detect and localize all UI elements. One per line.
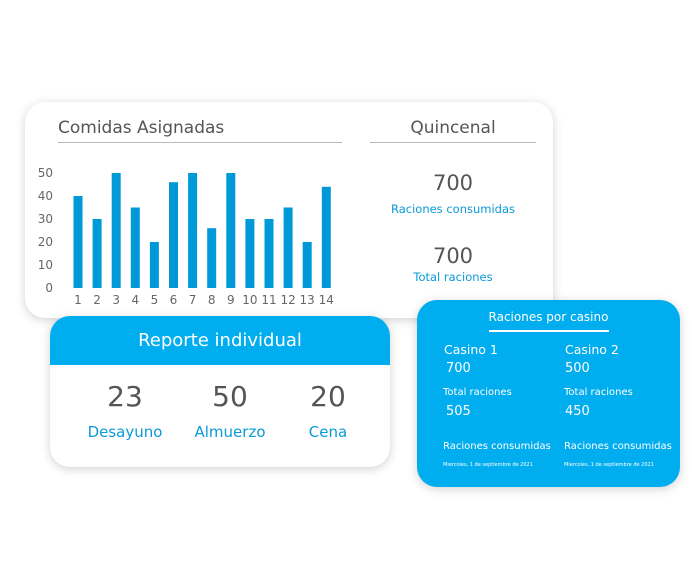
x-tick-label: 9 bbox=[227, 293, 235, 307]
casino2-total-label: Total raciones bbox=[564, 387, 633, 398]
stat-label: Desayuno bbox=[87, 423, 163, 441]
quincenal-title: Quincenal bbox=[410, 118, 496, 138]
comidas-card: Comidas Asignadas Quincenal 700 Raciones… bbox=[25, 102, 553, 318]
almuerzo-stat: 50 Almuerzo bbox=[175, 380, 285, 441]
casino2-value: 500 bbox=[565, 361, 590, 376]
x-tick-label: 12 bbox=[280, 293, 295, 307]
bar bbox=[264, 219, 274, 288]
consumidas-value: 700 bbox=[432, 171, 474, 195]
x-tick-label: 11 bbox=[261, 293, 276, 307]
bar bbox=[111, 173, 121, 288]
casino1-value: 700 bbox=[446, 361, 471, 376]
x-tick-label: 7 bbox=[189, 293, 197, 307]
stat-label: Cena bbox=[308, 423, 348, 441]
cena-stat: 20 Cena bbox=[273, 380, 383, 441]
y-tick-label: 20 bbox=[38, 235, 53, 249]
stat-label: Almuerzo bbox=[194, 423, 266, 441]
bar bbox=[283, 207, 293, 288]
casino2-name: Casino 2 bbox=[565, 342, 619, 357]
bar bbox=[226, 173, 236, 288]
divider bbox=[370, 142, 536, 143]
desayuno-stat: 23 Desayuno bbox=[70, 380, 180, 441]
casino1-name: Casino 1 bbox=[444, 342, 498, 357]
consumidas-label: Raciones consumidas bbox=[390, 202, 515, 216]
bar bbox=[207, 228, 217, 288]
casino-card: Raciones por casino Casino 1 700 Total r… bbox=[417, 300, 680, 487]
bar bbox=[188, 173, 198, 288]
casino1-total-value: 505 bbox=[446, 404, 471, 419]
bar bbox=[130, 207, 140, 288]
y-tick-label: 40 bbox=[38, 189, 53, 203]
y-tick-label: 10 bbox=[38, 258, 53, 272]
bar bbox=[92, 219, 102, 288]
total-value: 700 bbox=[432, 244, 474, 268]
bar bbox=[73, 196, 83, 288]
x-tick-label: 5 bbox=[151, 293, 159, 307]
casino2-date: Miercoles, 1 de septiembre de 2021 bbox=[564, 462, 654, 468]
bar bbox=[245, 219, 255, 288]
stat-value: 50 bbox=[212, 380, 248, 413]
y-tick-label: 30 bbox=[38, 212, 53, 226]
total-label: Total raciones bbox=[413, 270, 493, 284]
casino1-date: Miercoles, 1 de septiembre de 2021 bbox=[443, 462, 533, 468]
x-tick-label: 6 bbox=[170, 293, 178, 307]
casino2-consumidas-label: Raciones consumidas bbox=[564, 441, 672, 452]
y-tick-label: 0 bbox=[45, 281, 53, 295]
x-tick-label: 13 bbox=[300, 293, 315, 307]
stat-value: 23 bbox=[107, 380, 143, 413]
x-tick-label: 4 bbox=[131, 293, 139, 307]
stat-value: 20 bbox=[310, 380, 346, 413]
casino-title: Raciones por casino bbox=[488, 310, 609, 324]
bar bbox=[321, 186, 331, 288]
casino2-total-value: 450 bbox=[565, 404, 590, 419]
y-tick-label: 50 bbox=[38, 166, 53, 180]
reporte-title: Reporte individual bbox=[50, 316, 390, 365]
casino1-consumidas-label: Raciones consumidas bbox=[443, 441, 551, 452]
divider bbox=[489, 330, 609, 332]
x-tick-label: 2 bbox=[93, 293, 101, 307]
chart-title: Comidas Asignadas bbox=[58, 118, 225, 138]
x-tick-label: 1 bbox=[74, 293, 82, 307]
bar bbox=[302, 242, 312, 288]
x-tick-label: 8 bbox=[208, 293, 216, 307]
casino1-total-label: Total raciones bbox=[443, 387, 512, 398]
x-tick-label: 14 bbox=[319, 293, 334, 307]
bar bbox=[149, 242, 159, 288]
divider bbox=[58, 142, 342, 143]
x-tick-label: 10 bbox=[242, 293, 257, 307]
x-tick-label: 3 bbox=[112, 293, 120, 307]
bar bbox=[169, 182, 178, 288]
reporte-card: Reporte individual 23 Desayuno 50 Almuerzo… bbox=[50, 316, 390, 467]
